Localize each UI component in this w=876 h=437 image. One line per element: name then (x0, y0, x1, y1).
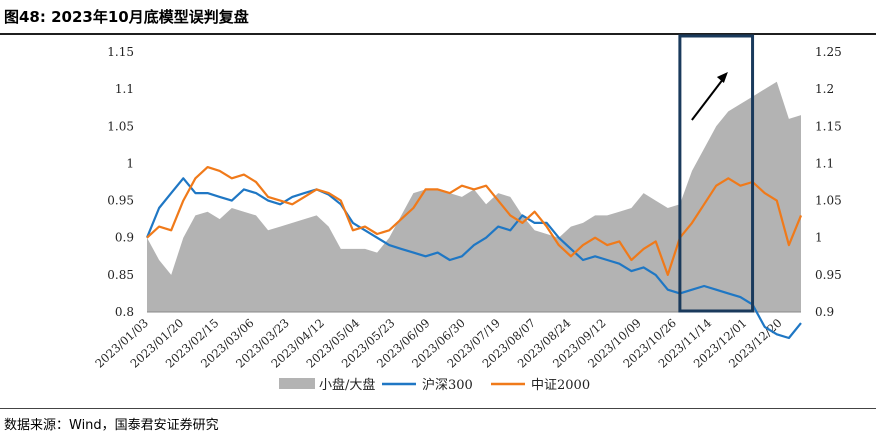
up-arrow (691, 77, 725, 121)
right-tick-label: 1.2 (815, 82, 834, 96)
legend-label: 小盘/大盘 (319, 377, 375, 393)
series-area-small-large (147, 81, 801, 312)
left-tick-label: 1 (126, 156, 134, 170)
right-tick-label: 1.05 (815, 194, 842, 208)
legend-label: 中证2000 (531, 378, 590, 393)
right-tick-label: 1.1 (815, 156, 834, 170)
left-tick-label: 1.05 (107, 119, 134, 133)
left-tick-label: 1.1 (115, 82, 134, 96)
legend-swatch-area (279, 378, 315, 389)
left-tick-label: 0.95 (107, 194, 134, 208)
series-line-zz2000 (146, 166, 803, 276)
left-tick-label: 0.85 (107, 268, 134, 282)
title-rule (0, 33, 876, 35)
series-line-hs300 (145, 177, 802, 340)
left-tick-label: 0.8 (115, 305, 134, 319)
legend-label: 沪深300 (422, 377, 473, 393)
left-tick-label: 0.9 (115, 231, 134, 245)
figure-title: 图48: 2023年10月底模型误判复盘 (4, 8, 249, 26)
area-layer (147, 81, 801, 312)
right-tick-label: 1.15 (815, 119, 842, 133)
left-tick-label: 1.15 (107, 45, 134, 59)
source-note: 数据来源：Wind，国泰君安证券研究 (4, 418, 219, 433)
source-rule (0, 408, 876, 409)
legend: 小盘/大盘 沪深300 中证2000 (279, 377, 590, 393)
right-tick-label: 0.95 (815, 268, 842, 282)
up-arrow-head (716, 72, 728, 83)
right-tick-label: 1.25 (815, 45, 842, 59)
right-tick-label: 0.9 (815, 305, 834, 319)
overlay-layer (678, 34, 755, 313)
highlight-box (678, 34, 755, 313)
line-layer (145, 166, 803, 340)
right-tick-label: 1 (815, 231, 823, 245)
